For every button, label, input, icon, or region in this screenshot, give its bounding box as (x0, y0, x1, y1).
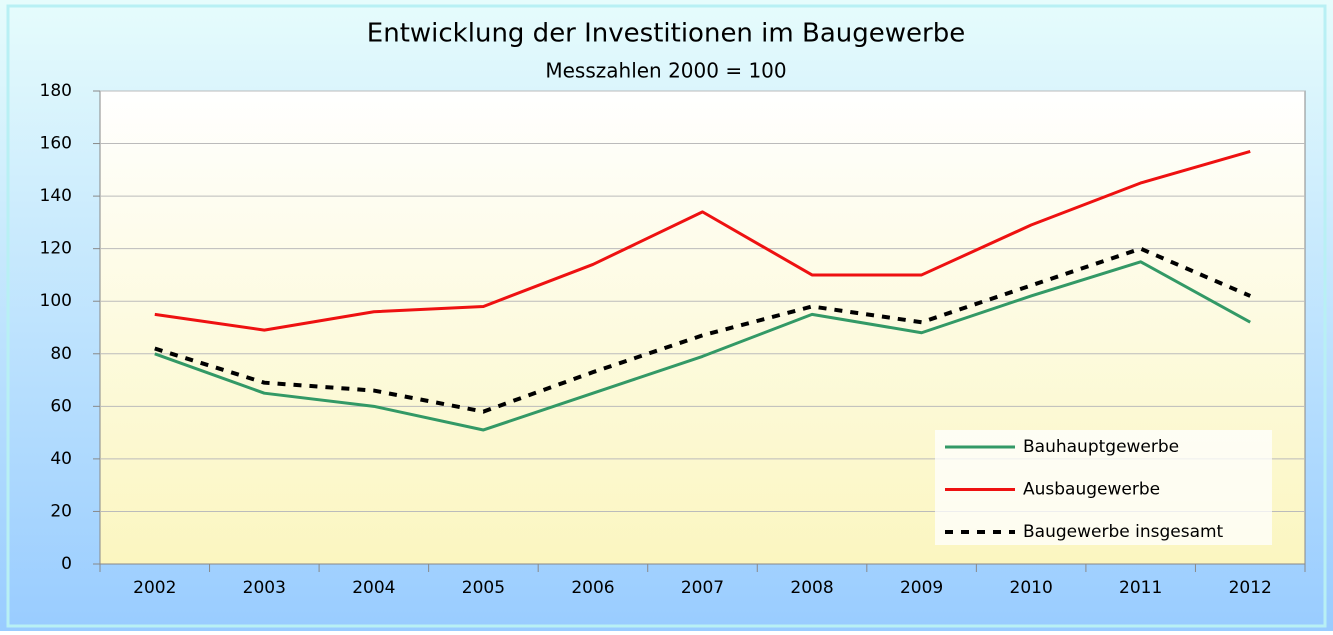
y-tick-label: 140 (40, 186, 72, 206)
legend-label: Bauhauptgewerbe (1023, 437, 1179, 457)
x-tick-label: 2012 (1229, 578, 1272, 598)
x-tick-label: 2003 (243, 578, 286, 598)
x-tick-label: 2010 (1010, 578, 1053, 598)
y-tick-label: 40 (50, 449, 72, 469)
legend-label: Baugewerbe insgesamt (1023, 522, 1224, 542)
x-tick-label: 2007 (681, 578, 724, 598)
x-tick-label: 2005 (462, 578, 505, 598)
y-tick-label: 20 (50, 501, 72, 521)
y-tick-label: 160 (40, 134, 72, 154)
x-tick-label: 2008 (790, 578, 833, 598)
chart-subtitle: Messzahlen 2000 = 100 (545, 59, 786, 83)
x-tick-label: 2006 (571, 578, 614, 598)
series-line (154, 260, 1251, 432)
series-line (154, 149, 1251, 332)
frame (6, 4, 1327, 628)
x-tick-label: 2002 (133, 578, 176, 598)
y-tick-label: 0 (61, 554, 72, 574)
series-line (154, 246, 1252, 414)
y-tick-label: 80 (50, 344, 72, 364)
y-tick-label: 180 (40, 81, 72, 101)
x-tick-label: 2011 (1119, 578, 1162, 598)
y-tick-label: 60 (50, 396, 72, 416)
y-tick-label: 100 (40, 291, 72, 311)
x-tick-label: 2004 (352, 578, 395, 598)
y-tick-label: 120 (40, 239, 72, 259)
legend-label: Ausbaugewerbe (1023, 480, 1160, 500)
legend-box (935, 430, 1272, 545)
chart-title: Entwicklung der Investitionen im Baugewe… (367, 19, 965, 49)
x-tick-label: 2009 (900, 578, 943, 598)
